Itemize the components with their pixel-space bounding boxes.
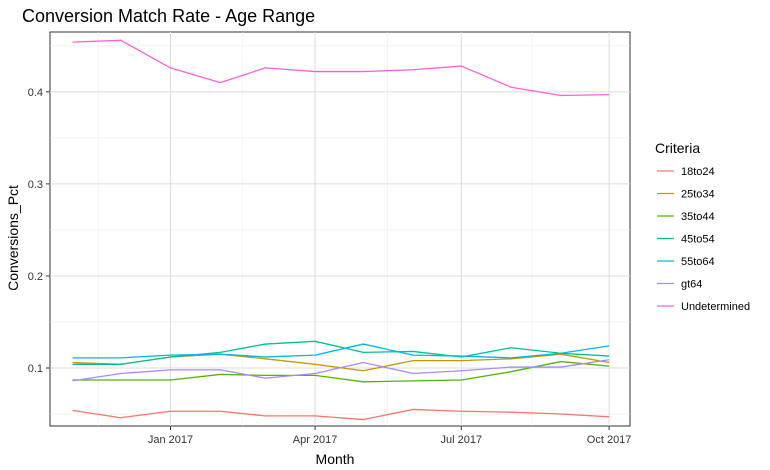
chart-title: Conversion Match Rate - Age Range [22,6,315,26]
x-tick-label: Jul 2017 [441,434,483,446]
legend-label-45to54: 45to54 [681,234,715,246]
y-tick-label: 0.3 [28,179,43,191]
legend-label-18to24: 18to24 [681,166,715,178]
y-tick-label: 0.2 [28,271,43,283]
x-tick-label: Apr 2017 [293,434,338,446]
x-tick-label: Oct 2017 [587,434,632,446]
legend: Criteria 18to24 25to34 35to44 45to54 55to64 g… [655,140,750,313]
series-line-undetermined [72,39,610,97]
series-line-gt64 [72,359,610,382]
legend-label-55to64: 55to64 [681,256,715,268]
series-line-55to64 [72,343,610,359]
legend-label-25to34: 25to34 [681,189,715,201]
x-axis-title: Month [316,451,355,467]
x-tick-label: Jan 2017 [148,434,193,446]
legend-label-gt64: gt64 [681,279,702,291]
x-axis: Jan 2017 Apr 2017 Jul 2017 Oct 2017 [148,426,632,446]
y-tick-label: 0.4 [28,87,43,99]
series-line-18to24 [72,408,610,421]
y-tick-label: 0.1 [28,363,43,375]
series-line-35to44 [72,360,610,383]
legend-label-35to44: 35to44 [681,211,715,223]
series-line-45to54 [72,340,610,365]
y-axis: 0.1 0.2 0.3 0.4 [28,87,50,375]
series-lines [72,39,610,421]
legend-title: Criteria [655,140,700,156]
legend-label-undetermined: Undetermined [681,301,750,313]
y-axis-title: Conversions_Pct [5,185,21,291]
